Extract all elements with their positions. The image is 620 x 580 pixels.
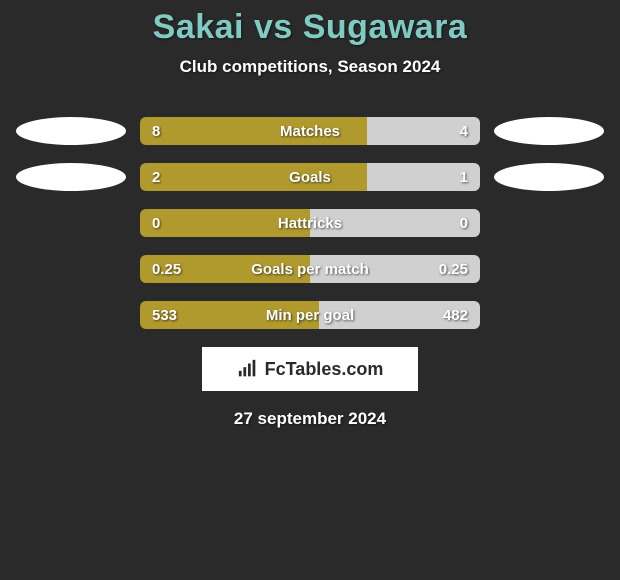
date-label: 27 september 2024 (0, 409, 620, 429)
player-right-indicator (494, 163, 604, 191)
bar-right-fill (310, 209, 480, 237)
page-title: Sakai vs Sugawara (0, 8, 620, 47)
player-left-indicator (16, 163, 126, 191)
stat-row: 533 Min per goal 482 (0, 301, 620, 329)
watermark-label: FcTables.com (265, 359, 384, 380)
chart-bars-icon (237, 358, 259, 380)
stat-bar: 0 Hattricks 0 (140, 209, 480, 237)
bar-left-fill (140, 163, 367, 191)
bar-left-fill (140, 301, 319, 329)
bar-left-fill (140, 255, 310, 283)
stat-row: 0.25 Goals per match 0.25 (0, 255, 620, 283)
bar-right-fill (310, 255, 480, 283)
bar-right-fill (367, 163, 480, 191)
subtitle: Club competitions, Season 2024 (0, 57, 620, 77)
stat-row: 2 Goals 1 (0, 163, 620, 191)
player-left-indicator (16, 117, 126, 145)
watermark[interactable]: FcTables.com (202, 347, 418, 391)
stat-row: 8 Matches 4 (0, 117, 620, 145)
stat-bar: 8 Matches 4 (140, 117, 480, 145)
stat-row: 0 Hattricks 0 (0, 209, 620, 237)
comparison-panel: Sakai vs Sugawara Club competitions, Sea… (0, 0, 620, 429)
bar-right-fill (367, 117, 480, 145)
bar-left-fill (140, 209, 310, 237)
stat-bar: 0.25 Goals per match 0.25 (140, 255, 480, 283)
player-right-indicator (494, 117, 604, 145)
bar-left-fill (140, 117, 367, 145)
stat-bar: 2 Goals 1 (140, 163, 480, 191)
bar-right-fill (319, 301, 481, 329)
stat-bar: 533 Min per goal 482 (140, 301, 480, 329)
stats-list: 8 Matches 4 2 Goals 1 (0, 117, 620, 329)
